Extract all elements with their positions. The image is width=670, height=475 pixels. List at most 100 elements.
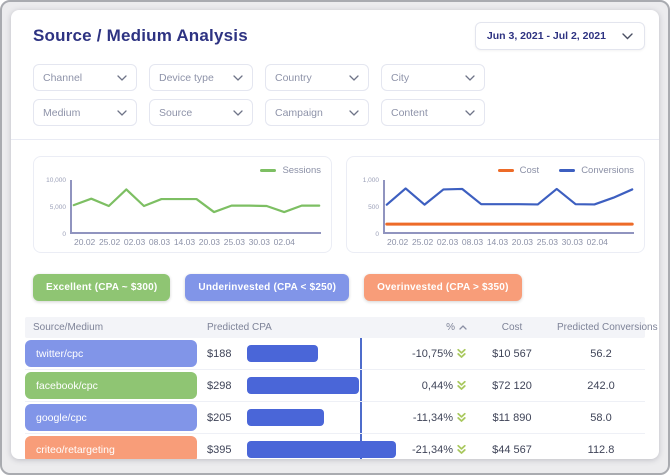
x-tick-label: 20.02 [387, 237, 409, 247]
cpa-bar-cell [247, 434, 405, 459]
legend-badge-excellent: Excellent (CPA ~ $300) [33, 274, 171, 301]
conversions-value: 58.0 [590, 411, 612, 424]
x-axis-labels: 20.02 25.02 02.03 08.03 14.03 20.03 25.03 30.03… [383, 234, 634, 247]
cpa-value: $395 [207, 443, 232, 456]
x-tick-label: 20.02 [74, 237, 96, 247]
filter-label: Medium [43, 106, 81, 119]
chevron-down-icon [233, 74, 243, 81]
legend-badge-underinvested: Underinvested (CPA < $250) [185, 274, 350, 301]
source-medium-pill[interactable]: twitter/cpc [25, 340, 197, 367]
y-axis-labels: 1,000 500 0 [362, 176, 379, 238]
trend-down-icon [457, 380, 466, 390]
source-medium-cell: twitter/cpc [25, 340, 197, 367]
x-tick-label: 02.04 [273, 237, 295, 247]
source-medium-label: criteo/retargeting [36, 443, 115, 456]
chart-legend: Sessions [44, 164, 321, 177]
filter-channel[interactable]: Channel [33, 64, 137, 91]
source-medium-pill[interactable]: facebook/cpc [25, 372, 197, 399]
filter-row: Medium Source Campaign Content [33, 99, 645, 126]
divider [11, 139, 659, 140]
trend-down-icon [457, 444, 466, 454]
trend-down-icon [457, 412, 466, 422]
table-header: Source/Medium Predicted CPA % Cost Predi… [25, 317, 658, 338]
filter-label: City [391, 71, 410, 84]
cost-value: $72 120 [492, 379, 532, 392]
percent-value: -21,34% [412, 443, 453, 456]
filter-device-type[interactable]: Device type [149, 64, 253, 91]
status-legend: Excellent (CPA ~ $300) Underinvested (CPA… [33, 274, 645, 301]
source-medium-pill[interactable]: google/cpc [25, 404, 197, 431]
legend-label: Conversions [581, 165, 634, 176]
cpa-bar [247, 345, 318, 362]
table-row[interactable]: google/cpc $205 -11,34% $11 890 58.0 [25, 402, 645, 434]
percent-value: 0,44% [421, 379, 453, 392]
table-row[interactable]: criteo/retargeting $395 -21,34% $44 567 112.… [25, 434, 645, 459]
x-tick-label: 14.03 [486, 237, 509, 247]
x-tick-label: 25.03 [536, 237, 558, 247]
chart-plot-area: 10,000 5,000 0 [44, 176, 321, 238]
cpa-bar-cell [247, 370, 405, 401]
x-tick-label: 08.03 [148, 237, 171, 247]
source-medium-cell: google/cpc [25, 404, 197, 431]
cpa-bar-cell [247, 402, 405, 433]
source-medium-label: google/cpc [36, 411, 87, 424]
filter-campaign[interactable]: Campaign [265, 99, 369, 126]
sessions-chart: Sessions 10,000 5,000 0 20.02 25.02 02.03 08.03… [33, 156, 332, 253]
percent-value: -11,34% [412, 411, 453, 424]
percent-value: -10,75% [412, 347, 453, 360]
cpa-bar-cell [247, 338, 405, 369]
filter-source[interactable]: Source [149, 99, 253, 126]
date-range-label: Jun 3, 2021 - Jul 2, 2021 [486, 30, 606, 42]
chevron-down-icon [117, 74, 127, 81]
filter-label: Source [159, 106, 193, 119]
filter-label: Campaign [275, 106, 323, 119]
cpa-value: $188 [207, 347, 232, 360]
y-axis-labels: 10,000 5,000 0 [46, 176, 66, 238]
legend-badge-label: Excellent (CPA ~ $300) [46, 282, 158, 293]
top-bar: Source / Medium Analysis Jun 3, 2021 - J… [25, 22, 645, 54]
legend-item-conversions: Conversions [559, 165, 634, 176]
chevron-down-icon [465, 74, 475, 81]
trend-down-icon [457, 348, 466, 358]
x-tick-label: 25.03 [223, 237, 245, 247]
x-tick-label: 20.03 [198, 237, 221, 247]
filter-city[interactable]: City [381, 64, 485, 91]
table-row[interactable]: facebook/cpc $298 0,44% $72 120 242.0 [25, 370, 645, 402]
legend-swatch [497, 168, 514, 173]
x-tick-label: 02.03 [436, 237, 459, 247]
cost-conversions-chart: Cost Conversions 1,000 500 0 20.02 25.02 02.03 0… [346, 156, 645, 253]
col-header-predicted-cpa[interactable]: Predicted CPA [207, 322, 272, 333]
source-medium-label: twitter/cpc [36, 347, 84, 360]
filter-medium[interactable]: Medium [33, 99, 137, 126]
filter-label: Channel [43, 71, 83, 84]
col-header-percent[interactable]: % [446, 322, 467, 333]
filter-content[interactable]: Content [381, 99, 485, 126]
conversions-value: 242.0 [587, 379, 615, 392]
percent-cell: 0,44% [422, 380, 467, 392]
charts-row: Sessions 10,000 5,000 0 20.02 25.02 02.03 08.03… [33, 156, 645, 253]
legend-item-sessions: Sessions [260, 165, 321, 176]
cpa-bar [247, 409, 325, 426]
x-tick-label: 20.03 [511, 237, 534, 247]
col-header-source-medium[interactable]: Source/Medium [33, 322, 104, 333]
filter-country[interactable]: Country [265, 64, 369, 91]
source-medium-table: Source/Medium Predicted CPA % Cost Predi… [25, 317, 658, 459]
x-tick-label: 30.03 [248, 237, 270, 247]
table-row[interactable]: twitter/cpc $188 -10,75% $10 567 56.2 [25, 338, 645, 370]
filter-label: Content [391, 106, 428, 119]
col-header-cost[interactable]: Cost [501, 322, 523, 333]
legend-badge-label: Underinvested (CPA < $250) [198, 282, 337, 293]
x-tick-label: 30.03 [561, 237, 583, 247]
table-body: twitter/cpc $188 -10,75% $10 567 56.2 faceboo… [25, 338, 645, 459]
target-cpa-reference-line [360, 338, 362, 459]
cost-value: $10 567 [492, 347, 532, 360]
sort-up-icon [459, 325, 467, 330]
col-header-predicted-conversions[interactable]: Predicted Conversions [557, 322, 658, 333]
x-tick-label: 02.04 [586, 237, 608, 247]
source-medium-pill[interactable]: criteo/retargeting [25, 436, 197, 459]
legend-label: Cost [519, 165, 540, 176]
date-range-picker[interactable]: Jun 3, 2021 - Jul 2, 2021 [474, 22, 645, 50]
percent-cell: -21,34% [412, 444, 467, 456]
